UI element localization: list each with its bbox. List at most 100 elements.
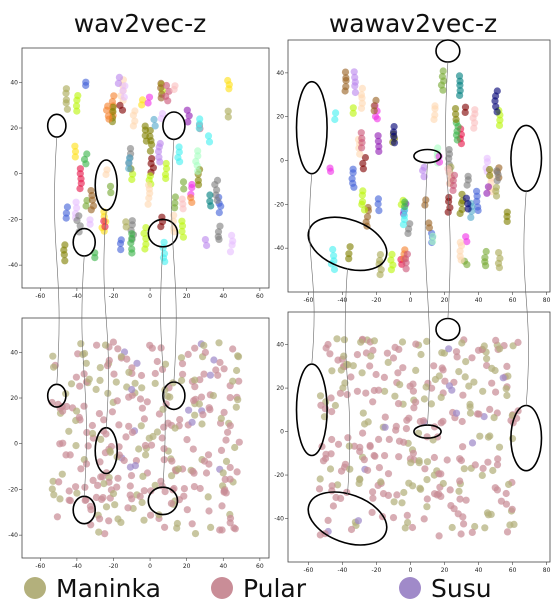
scatter-point <box>328 487 336 495</box>
scatter-point <box>399 221 407 229</box>
scatter-point <box>191 411 199 419</box>
x-tick-label: -20 <box>372 297 382 304</box>
scatter-point <box>437 470 445 478</box>
scatter-point <box>233 366 241 375</box>
scatter-point <box>489 466 497 475</box>
scatter-point <box>222 489 230 497</box>
scatter-point <box>95 528 103 536</box>
highlight-ellipse <box>147 486 179 516</box>
scatter-point <box>475 410 483 418</box>
scatter-point <box>220 408 228 416</box>
scatter-point <box>485 165 494 174</box>
scatter-point <box>228 241 236 249</box>
scatter-point <box>217 202 225 210</box>
scatter-point <box>486 405 494 413</box>
scatter-point <box>439 67 447 75</box>
scatter-point <box>329 502 337 510</box>
scatter-point <box>114 79 122 87</box>
scatter-point <box>420 395 428 403</box>
scatter-point <box>72 483 80 491</box>
scatter-point <box>157 84 165 92</box>
scatter-point <box>194 167 202 175</box>
scatter-point <box>138 384 146 392</box>
scatter-point <box>55 478 63 486</box>
scatter-point <box>183 436 191 444</box>
scatter-point <box>393 491 401 499</box>
scatter-point <box>202 469 211 477</box>
scatter-point <box>330 265 339 274</box>
scatter-point <box>383 349 391 357</box>
scatter-point <box>468 354 476 362</box>
scatter-point <box>157 477 165 485</box>
scatter-point <box>357 104 366 112</box>
scatter-point <box>89 476 97 484</box>
scatter-point <box>191 344 199 352</box>
scatter-point <box>56 495 64 503</box>
scatter-point <box>72 373 80 381</box>
scatter-point <box>158 365 167 373</box>
scatter-point <box>349 104 357 112</box>
scatter-point <box>330 252 338 260</box>
scatter-point <box>185 406 193 414</box>
scatter-point <box>331 115 339 124</box>
scatter-point <box>409 387 417 395</box>
scatter-point <box>369 346 377 354</box>
scatter-point <box>207 202 215 210</box>
scatter-point <box>457 242 466 250</box>
scatter-point <box>324 516 332 525</box>
highlight-ellipse <box>94 159 118 212</box>
scatter-point <box>115 73 123 81</box>
scatter-point <box>342 77 350 85</box>
scatter-point <box>495 264 503 272</box>
scatter-point <box>492 336 500 344</box>
scatter-point <box>483 509 492 517</box>
scatter-point <box>380 373 388 381</box>
scatter-point <box>431 105 439 113</box>
scatter-point <box>188 418 196 426</box>
scatter-point <box>116 239 125 248</box>
scatter-point <box>60 251 68 259</box>
scatter-point <box>128 385 136 394</box>
scatter-point <box>126 491 134 499</box>
scatter-point <box>184 118 192 126</box>
scatter-point <box>159 405 167 413</box>
y-tick-label: 20 <box>10 395 18 402</box>
scatter-point <box>369 488 377 496</box>
scatter-point <box>466 409 475 417</box>
scatter-point <box>350 68 358 76</box>
scatter-point <box>131 379 139 387</box>
scatter-point <box>457 530 465 538</box>
scatter-point <box>122 223 130 231</box>
scatter-point <box>423 495 431 503</box>
scatter-point <box>96 364 104 372</box>
scatter-point <box>191 383 199 391</box>
scatter-point <box>150 115 158 124</box>
scatter-point <box>479 464 487 472</box>
scatter-point <box>59 439 67 447</box>
scatter-point <box>168 457 176 465</box>
scatter-point <box>508 505 516 513</box>
scatter-point <box>213 196 221 204</box>
scatter-point <box>453 353 461 361</box>
scatter-point <box>108 408 116 416</box>
highlight-ellipse <box>46 113 67 138</box>
scatter-point <box>113 483 121 491</box>
scatter-point <box>180 492 188 500</box>
scatter-point <box>215 209 223 217</box>
y-tick-label: 40 <box>10 349 18 356</box>
scatter-point <box>82 81 90 90</box>
scatter-point <box>360 456 368 464</box>
scatter-point <box>191 530 200 538</box>
scatter-point <box>452 115 460 123</box>
scatter-point <box>100 416 108 424</box>
scatter-point <box>328 367 336 375</box>
scatter-point <box>49 477 57 485</box>
scatter-point <box>110 370 118 378</box>
scatter-point <box>374 195 382 203</box>
scatter-point <box>356 447 364 455</box>
scatter-point <box>138 498 146 507</box>
scatter-point <box>151 122 159 130</box>
scatter-point <box>174 465 183 473</box>
scatter-point <box>462 496 470 504</box>
